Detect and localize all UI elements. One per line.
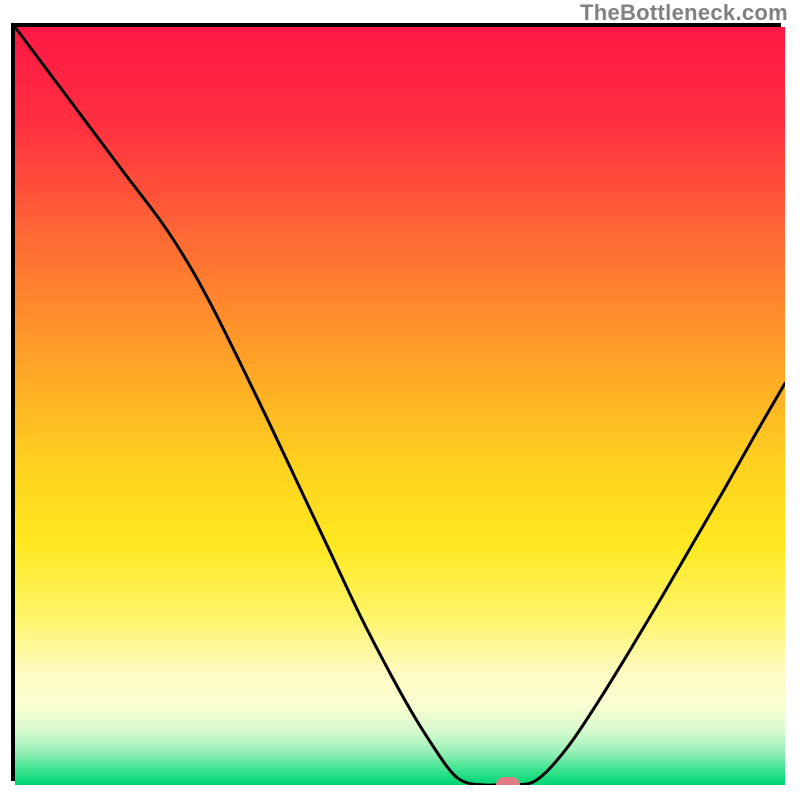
chart-canvas — [15, 27, 785, 785]
bottleneck-curve — [15, 27, 785, 785]
curve-path — [15, 27, 785, 785]
optimum-marker — [496, 777, 520, 785]
